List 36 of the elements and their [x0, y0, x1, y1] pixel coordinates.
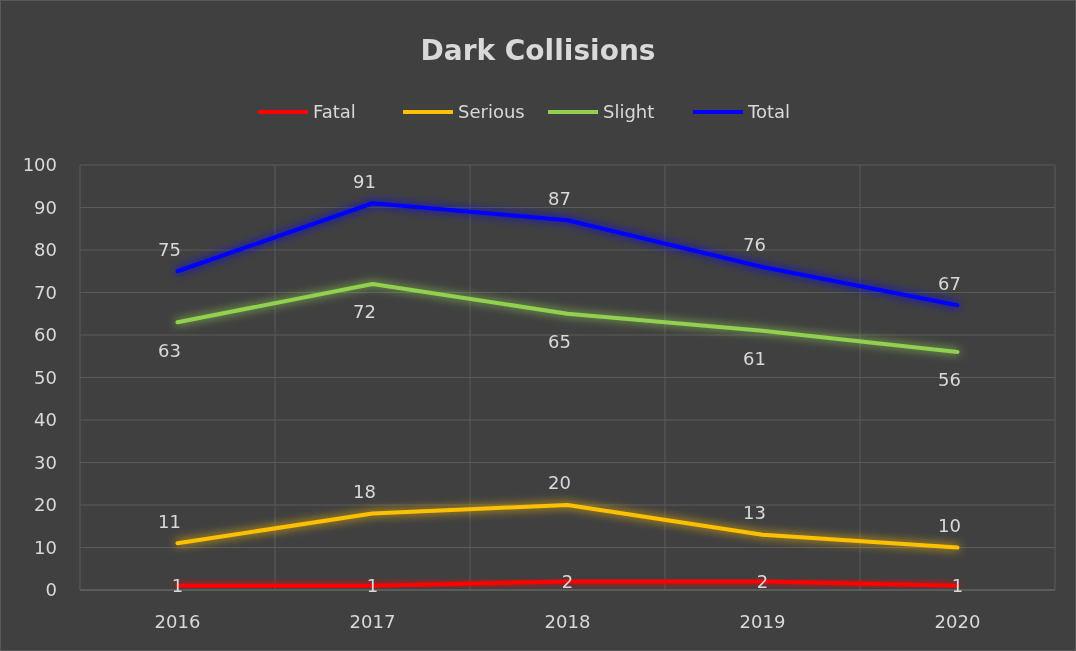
x-tick-label: 2018	[544, 611, 591, 632]
data-label: 63	[158, 339, 181, 361]
y-tick-label: 80	[34, 239, 57, 261]
data-label: 11	[158, 510, 181, 532]
data-label: 56	[938, 369, 961, 391]
y-tick-label: 60	[34, 324, 57, 346]
x-tick-label: 2016	[154, 611, 201, 632]
data-label: 13	[743, 502, 766, 524]
y-tick-label: 20	[34, 494, 57, 516]
x-tick-label: 2019	[739, 611, 786, 632]
data-label: 20	[548, 472, 571, 494]
y-tick-label: 90	[34, 196, 57, 218]
y-tick-label: 0	[45, 579, 57, 601]
y-tick-label: 40	[34, 409, 57, 431]
data-label: 87	[548, 187, 571, 209]
y-tick-label: 50	[34, 366, 57, 388]
y-tick-label: 100	[22, 154, 57, 176]
legend-label: Total	[747, 101, 791, 123]
data-label: 18	[353, 480, 376, 502]
chart-title: Dark Collisions	[420, 34, 656, 67]
legend-label: Slight	[603, 101, 655, 123]
y-tick-label: 30	[34, 451, 57, 473]
data-label: 61	[743, 348, 766, 370]
x-tick-label: 2020	[934, 611, 981, 632]
data-label: 75	[158, 238, 181, 260]
data-label: 65	[548, 331, 571, 353]
data-label: 10	[938, 514, 961, 536]
y-tick-label: 70	[34, 281, 57, 303]
x-tick-label: 2017	[349, 611, 396, 632]
y-tick-label: 10	[34, 536, 57, 558]
legend-label: Fatal	[313, 101, 356, 123]
data-label: 76	[743, 234, 766, 256]
legend-label: Serious	[458, 101, 525, 123]
data-label: 91	[353, 170, 376, 192]
data-label: 67	[938, 272, 961, 294]
data-label: 72	[353, 301, 376, 323]
